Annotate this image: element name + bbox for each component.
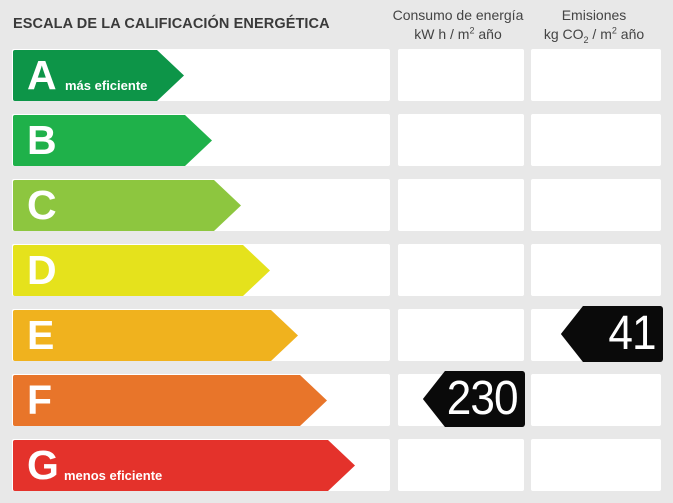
consumption-cell [398,179,524,231]
rating-row-e: E 41 [0,306,673,363]
rating-arrow-g: G menos eficiente [13,440,355,491]
rating-row-d: D [0,244,673,298]
consumption-header: Consumo de energía kW h / m2 año [392,6,524,44]
consumption-cell [398,244,524,296]
rating-arrow-a: A más eficiente [13,50,184,101]
emissions-cell [531,114,661,166]
consumption-rating-badge: 230 [422,371,525,427]
emissions-rating-badge: 41 [560,306,663,362]
rating-letter: E [27,312,55,358]
consumption-cell [398,309,524,361]
rating-letter: F [27,377,53,423]
rating-sublabel: menos eficiente [64,468,163,483]
rating-arrow-c: C [13,180,241,231]
emissions-cell [531,49,661,101]
rating-row-a: A más eficiente [0,49,673,103]
consumption-title: Consumo de energía [392,7,524,23]
consumption-cell [398,114,524,166]
rating-arrow-e: E [13,310,298,361]
emissions-cell [531,244,661,296]
rating-row-f: F 230 [0,371,673,428]
rating-row-g: G menos eficiente [0,439,673,493]
rating-letter: A [27,52,57,98]
emissions-header: Emisiones kg CO2 / m2 año [528,6,660,44]
consumption-cell [398,439,524,491]
emissions-cell [531,439,661,491]
rating-letter: B [27,117,57,163]
emissions-cell [531,179,661,231]
rating-arrow-b: B [13,115,212,166]
scale-title: ESCALA DE LA CALIFICACIÓN ENERGÉTICA [13,16,330,32]
rating-letter: C [27,182,57,228]
emissions-title: Emisiones [561,7,627,23]
rating-arrow-d: D [13,245,270,296]
consumption-unit: kW h / m2 año [414,25,502,42]
consumption-cell [398,49,524,101]
rating-letter: G [27,442,59,488]
rating-arrow-f: F [13,375,327,426]
rating-letter: D [27,247,57,293]
rating-row-b: B [0,114,673,168]
emissions-cell [531,374,661,426]
emissions-unit: kg CO2 / m2 año [543,25,645,45]
rating-sublabel: más eficiente [65,78,148,93]
rating-row-c: C [0,179,673,233]
